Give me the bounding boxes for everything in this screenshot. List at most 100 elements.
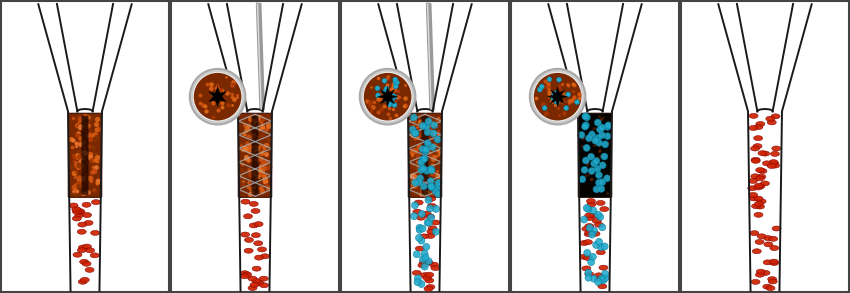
Ellipse shape — [768, 277, 777, 282]
Point — [211, 85, 224, 90]
Ellipse shape — [749, 193, 757, 197]
Point — [201, 81, 214, 86]
Point — [225, 103, 239, 108]
Ellipse shape — [753, 144, 762, 149]
Point — [541, 81, 555, 86]
Ellipse shape — [768, 120, 776, 125]
Ellipse shape — [769, 160, 778, 165]
Point — [415, 159, 428, 164]
Ellipse shape — [80, 259, 88, 264]
Ellipse shape — [763, 236, 773, 241]
Ellipse shape — [749, 125, 758, 130]
Circle shape — [360, 69, 416, 125]
Ellipse shape — [555, 94, 560, 99]
Point — [409, 184, 422, 188]
Point — [78, 114, 92, 119]
Point — [405, 125, 418, 130]
Point — [215, 101, 229, 105]
Point — [428, 188, 442, 193]
Point — [258, 178, 272, 183]
Point — [380, 98, 394, 103]
Point — [419, 174, 433, 178]
Ellipse shape — [579, 176, 586, 183]
Point — [211, 108, 224, 113]
Ellipse shape — [427, 229, 436, 234]
Ellipse shape — [581, 123, 588, 130]
Ellipse shape — [755, 239, 764, 244]
Point — [557, 110, 570, 115]
Ellipse shape — [771, 114, 780, 119]
Point — [417, 151, 431, 156]
Point — [72, 115, 86, 120]
Point — [551, 91, 564, 95]
Ellipse shape — [90, 253, 99, 258]
Point — [211, 95, 224, 99]
Point — [235, 119, 249, 124]
Ellipse shape — [754, 185, 762, 190]
Point — [418, 173, 432, 178]
Circle shape — [533, 72, 582, 122]
Ellipse shape — [253, 241, 263, 246]
Point — [226, 79, 240, 84]
Ellipse shape — [585, 205, 592, 212]
Ellipse shape — [259, 276, 269, 281]
Ellipse shape — [419, 260, 428, 265]
Point — [88, 131, 101, 136]
Point — [241, 158, 255, 163]
Ellipse shape — [772, 146, 781, 151]
Ellipse shape — [80, 277, 89, 282]
Point — [416, 178, 430, 183]
Point — [213, 86, 227, 91]
Point — [244, 148, 258, 153]
Point — [391, 89, 405, 93]
Ellipse shape — [590, 213, 598, 218]
Point — [239, 146, 252, 151]
Point — [85, 133, 99, 137]
Ellipse shape — [254, 255, 264, 260]
Point — [242, 168, 256, 173]
Point — [69, 169, 82, 174]
Ellipse shape — [758, 151, 767, 156]
Point — [252, 152, 265, 157]
Point — [71, 124, 84, 129]
Point — [386, 83, 400, 87]
Ellipse shape — [430, 130, 437, 137]
Point — [241, 148, 255, 152]
Point — [407, 184, 421, 189]
Point — [251, 148, 264, 153]
Point — [246, 180, 259, 185]
Point — [76, 140, 90, 144]
Point — [581, 162, 594, 166]
Ellipse shape — [260, 254, 269, 259]
Point — [236, 170, 250, 174]
Point — [380, 98, 394, 103]
Ellipse shape — [598, 179, 606, 186]
Point — [406, 132, 420, 137]
Point — [225, 95, 239, 100]
Point — [420, 190, 434, 195]
Point — [77, 150, 91, 155]
Ellipse shape — [422, 123, 429, 130]
Point — [71, 123, 85, 128]
Point — [82, 133, 95, 137]
Point — [410, 130, 423, 135]
Point — [209, 92, 223, 96]
Ellipse shape — [593, 186, 600, 193]
Point — [249, 167, 263, 171]
Point — [380, 95, 394, 99]
Ellipse shape — [761, 181, 769, 186]
Ellipse shape — [542, 105, 547, 110]
Ellipse shape — [763, 260, 772, 265]
Point — [380, 83, 394, 88]
Point — [82, 137, 96, 142]
Point — [211, 95, 224, 99]
Ellipse shape — [591, 231, 600, 236]
Point — [387, 85, 400, 89]
Ellipse shape — [597, 250, 605, 255]
Point — [250, 176, 264, 181]
Point — [601, 121, 615, 125]
Ellipse shape — [422, 148, 429, 155]
Ellipse shape — [595, 279, 602, 285]
Ellipse shape — [428, 203, 436, 208]
Ellipse shape — [416, 175, 423, 182]
